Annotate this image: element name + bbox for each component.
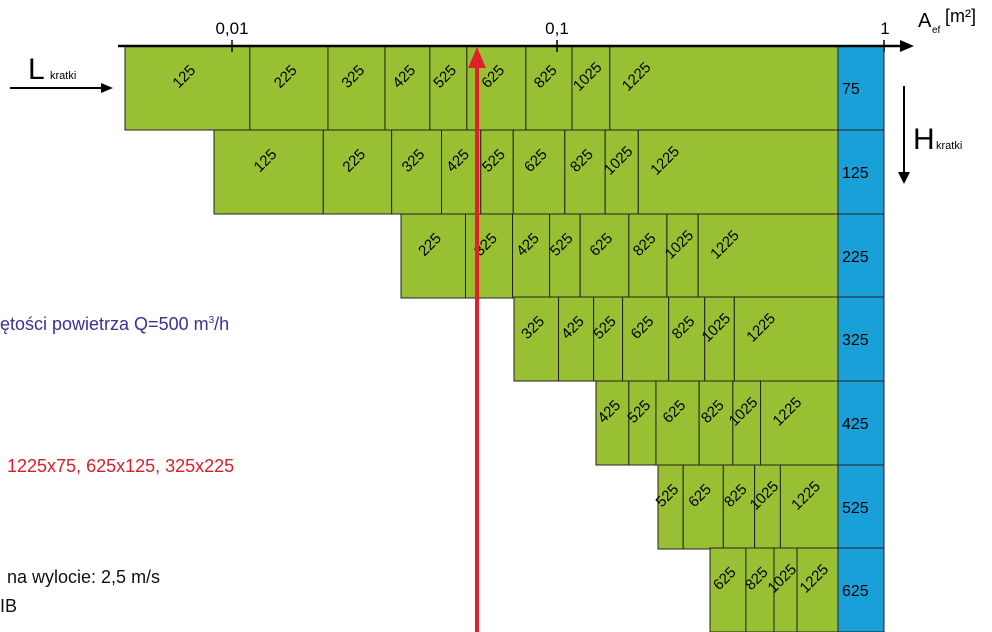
grille-cell xyxy=(682,464,724,550)
area-axis-label: A xyxy=(918,10,932,32)
area-axis-label-unit: [m²] xyxy=(945,6,976,26)
selection-arrow xyxy=(468,47,486,68)
grille-cell xyxy=(779,464,839,550)
tick-label: 0,1 xyxy=(545,19,569,38)
grille-cell xyxy=(249,45,329,131)
grille-cell xyxy=(429,45,468,131)
grille-cell xyxy=(760,380,839,466)
grille-cell xyxy=(622,296,670,382)
length-label-sub: kratki xyxy=(50,70,76,82)
grille-cell xyxy=(327,45,386,131)
grille-cell xyxy=(637,129,839,215)
height-cell xyxy=(837,129,885,215)
grille-cell xyxy=(391,129,443,215)
grille-cell xyxy=(668,296,706,382)
height-value-label: 325 xyxy=(842,332,869,349)
flow-note-sup: 3 xyxy=(208,315,215,326)
grille-cell xyxy=(512,213,551,299)
flow-note-text: ętości powietrza Q=500 m xyxy=(0,314,209,334)
length-label: L xyxy=(28,53,45,86)
grille-cell xyxy=(657,464,684,550)
area-axis-label-sub: ef xyxy=(932,25,941,36)
grille-cell xyxy=(579,213,630,299)
flow-note-tail: /h xyxy=(214,314,230,334)
grille-cell xyxy=(604,129,639,215)
height-arrow-head xyxy=(898,172,910,184)
grille-cell xyxy=(593,296,624,382)
grille-cell xyxy=(564,129,606,215)
height-value-label: 425 xyxy=(842,416,869,433)
height-cell xyxy=(837,380,885,466)
grille-cell xyxy=(464,213,514,299)
tick-label: 1 xyxy=(880,19,889,38)
length-arrow-head xyxy=(101,83,113,93)
height-value-label: 125 xyxy=(842,165,869,182)
grille-cell xyxy=(480,129,514,215)
grille-cell xyxy=(124,45,251,131)
grille-cell xyxy=(400,213,466,299)
grille-cell xyxy=(595,380,630,466)
grille-cell xyxy=(558,296,595,382)
height-value-label: 225 xyxy=(842,249,869,266)
height-cell xyxy=(837,547,885,632)
height-column: 75 125 225 325 425 525 625 xyxy=(837,45,885,632)
grille-cell xyxy=(655,380,700,466)
grille-cell xyxy=(698,380,734,466)
db-note: IB xyxy=(0,596,18,616)
grille-cell xyxy=(628,213,668,299)
grille-cell xyxy=(384,45,431,131)
grille-cell xyxy=(628,380,657,466)
height-value-label: 75 xyxy=(842,81,860,98)
flow-note: ętości powietrza Q=500 m3/h xyxy=(0,314,229,335)
grille-cell xyxy=(709,547,747,632)
grille-cell xyxy=(322,129,393,215)
height-cell xyxy=(837,296,885,382)
grille-cell xyxy=(513,296,560,382)
sizes-note: 1225x75, 625x125, 325x225 xyxy=(7,456,235,476)
height-label: H xyxy=(913,123,935,156)
tick-label: 0,01 xyxy=(215,19,248,38)
grille-cell xyxy=(213,129,324,215)
grille-cell xyxy=(441,129,482,215)
grille-cell xyxy=(733,296,839,382)
grille-cell xyxy=(745,547,775,632)
grille-cell xyxy=(609,45,839,131)
height-value-label: 525 xyxy=(842,500,869,517)
velocity-note: na wylocie: 2,5 m/s xyxy=(7,567,161,587)
height-cell xyxy=(837,45,885,131)
area-axis-arrow xyxy=(900,40,914,52)
height-value-label: 625 xyxy=(842,583,869,600)
grille-cell xyxy=(512,129,566,215)
grille-cell xyxy=(571,45,611,131)
grille-cell xyxy=(704,296,735,382)
grille-cell xyxy=(525,45,573,131)
height-label-sub: kratki xyxy=(936,140,962,152)
grille-cell xyxy=(732,380,762,466)
